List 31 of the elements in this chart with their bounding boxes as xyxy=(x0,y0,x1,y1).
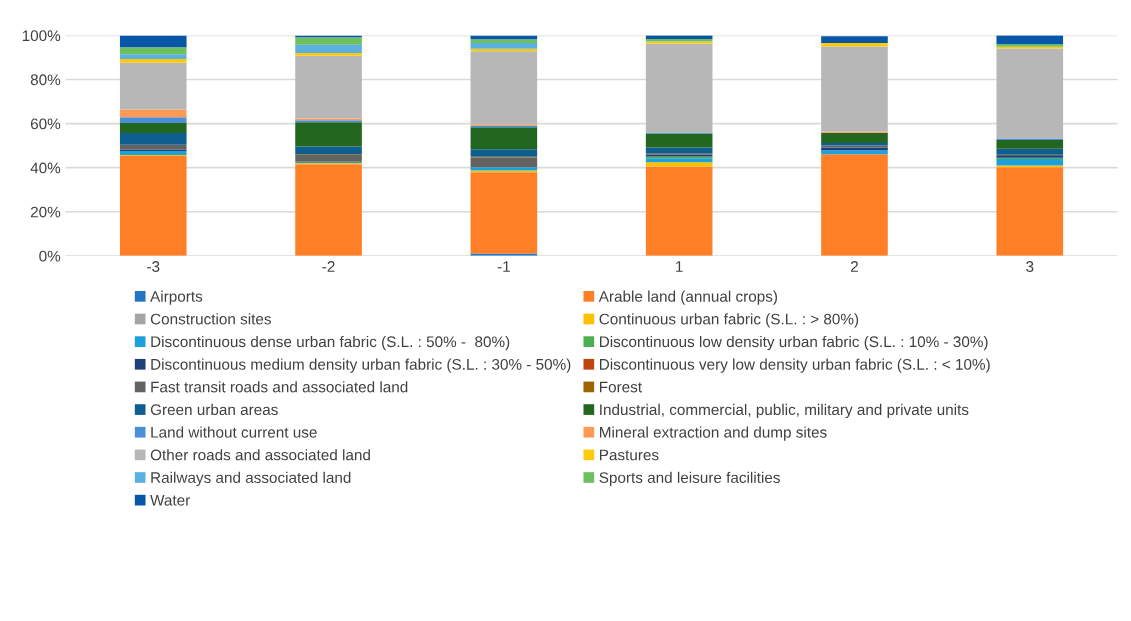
x-tick-label: -1 xyxy=(497,261,510,272)
x-tick-label: 1 xyxy=(676,261,683,272)
legend-label: Discontinuous dense urban fabric (S.L. : 50% - 80%) xyxy=(151,335,510,351)
y-tick-label: 60% xyxy=(30,118,61,130)
legend-label: Continuous urban fabric (S.L. : > 80%) xyxy=(599,313,859,328)
legend-label: Sports and leisure facilities xyxy=(599,471,780,487)
legend-label: Arable land (annual crops) xyxy=(598,290,777,305)
legend-label: Water xyxy=(150,494,191,506)
legend-label: Discontinuous low density urban fabric (S.L. : 10% - 30%) xyxy=(600,335,988,351)
legend-label: Fast transit roads and associated land xyxy=(151,381,408,393)
legend-label: Discontinuous medium density urban fabric (S.L. : 30% - 50%) xyxy=(151,358,571,373)
y-tick-label: 100% xyxy=(22,30,61,42)
legend-label: Forest xyxy=(600,381,642,393)
legend-label: Land without current use xyxy=(151,426,317,438)
y-tick-label: 80% xyxy=(30,74,61,86)
legend-label: Discontinuous very low density urban fabric (S.L. : < 10%) xyxy=(600,358,990,373)
legend-label: Green urban areas xyxy=(150,403,278,416)
legend-label: Railways and associated land xyxy=(151,471,351,487)
y-tick-label: 20% xyxy=(30,206,61,218)
x-tick-label: 2 xyxy=(850,261,858,272)
y-tick-label: 0% xyxy=(39,250,61,262)
legend-label: Industrial, commercial, public, military and private units xyxy=(600,403,969,419)
legend-label: Pastures xyxy=(600,449,659,461)
x-tick-label: -3 xyxy=(147,261,160,272)
x-tick-label: -2 xyxy=(322,261,335,272)
legend-label: Other roads and associated land xyxy=(150,449,370,461)
legend-label: Mineral extraction and dump sites xyxy=(600,426,827,441)
legend-label: Airports xyxy=(150,290,203,305)
y-tick-label: 40% xyxy=(30,162,61,174)
x-tick-label: 3 xyxy=(1026,261,1034,272)
legend-label: Construction sites xyxy=(150,313,271,325)
